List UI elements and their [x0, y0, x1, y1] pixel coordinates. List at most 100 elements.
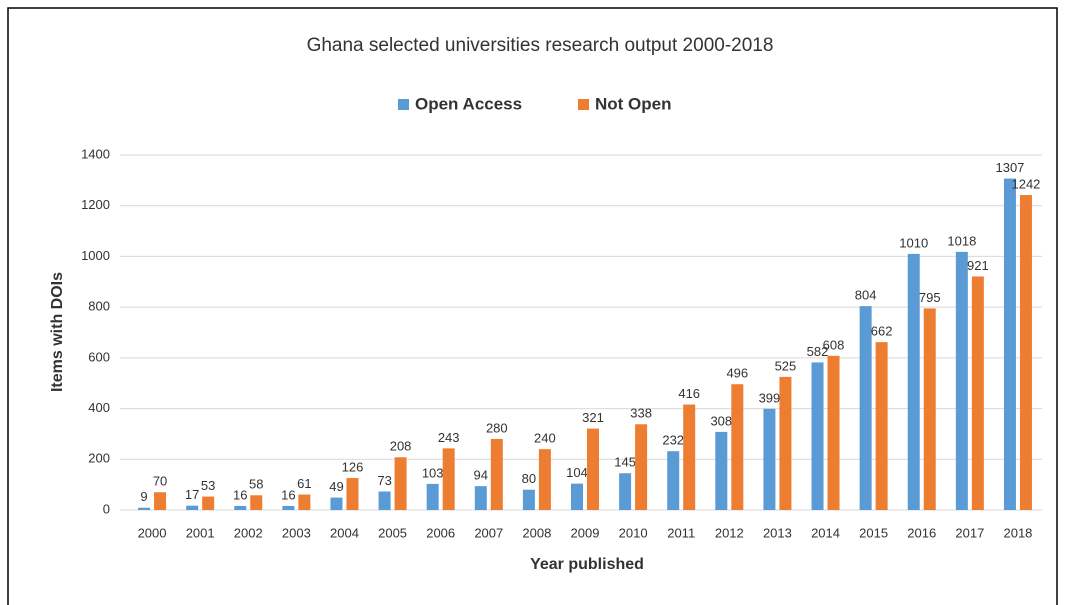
data-label: 240	[534, 431, 556, 446]
data-label: 243	[438, 430, 460, 445]
data-label: 73	[377, 473, 391, 488]
x-tick-label: 2008	[522, 525, 551, 540]
data-label: 53	[201, 478, 215, 493]
bar	[330, 497, 343, 510]
y-axis-label: Items with DOIs	[49, 272, 66, 392]
bar	[282, 505, 295, 510]
bar	[538, 449, 551, 510]
bar	[779, 376, 792, 510]
bar	[1019, 195, 1032, 511]
data-label: 338	[630, 406, 652, 421]
bar	[811, 362, 824, 510]
data-label: 70	[153, 474, 167, 489]
bar	[442, 448, 455, 510]
data-label: 921	[967, 258, 989, 273]
y-tick-label: 800	[88, 299, 110, 314]
x-tick-label: 2012	[715, 525, 744, 540]
bar	[715, 431, 728, 510]
bar	[971, 276, 984, 510]
bar	[522, 489, 535, 510]
data-label: 608	[823, 337, 845, 352]
x-tick-label: 2009	[571, 525, 600, 540]
x-tick-label: 2000	[138, 525, 167, 540]
y-tick-label: 200	[88, 451, 110, 466]
data-label: 208	[390, 439, 412, 454]
data-label: 80	[522, 471, 536, 486]
legend-swatch	[578, 99, 589, 110]
y-tick-label: 1200	[81, 197, 110, 212]
bar	[571, 483, 583, 510]
y-tick-label: 400	[88, 400, 110, 415]
bar	[186, 505, 199, 510]
bar	[827, 355, 840, 510]
data-label: 232	[662, 433, 684, 448]
data-label: 1242	[1011, 177, 1040, 192]
data-label: 1010	[899, 235, 928, 250]
bar	[250, 495, 263, 510]
data-label: 49	[329, 479, 343, 494]
bar	[202, 496, 215, 510]
bar	[474, 486, 487, 510]
x-tick-label: 2017	[955, 525, 984, 540]
x-tick-label: 2003	[282, 525, 311, 540]
x-tick-label: 2006	[426, 525, 455, 540]
legend-swatch	[398, 99, 409, 110]
data-label: 16	[281, 487, 295, 502]
data-label: 17	[185, 487, 199, 502]
bar	[298, 494, 311, 510]
data-label: 104	[566, 465, 588, 480]
data-label: 582	[807, 344, 829, 359]
data-label: 399	[759, 390, 781, 405]
y-tick-label: 0	[103, 501, 110, 516]
x-tick-label: 2016	[907, 525, 936, 540]
bar	[683, 404, 696, 510]
data-label: 795	[919, 290, 941, 305]
bar	[635, 424, 648, 510]
data-label: 308	[710, 413, 732, 428]
data-label: 1307	[995, 160, 1024, 175]
bar	[490, 439, 503, 510]
bar	[875, 342, 888, 510]
x-tick-label: 2018	[1003, 525, 1032, 540]
x-tick-label: 2002	[234, 525, 263, 540]
data-label: 126	[342, 459, 364, 474]
data-label: 525	[775, 358, 797, 373]
bar	[394, 457, 407, 510]
data-label: 804	[855, 288, 877, 303]
x-tick-label: 2004	[330, 525, 359, 540]
x-tick-label: 2010	[619, 525, 648, 540]
bar	[619, 473, 632, 510]
bar	[907, 253, 920, 510]
y-tick-label: 600	[88, 349, 110, 364]
data-label: 58	[249, 477, 263, 492]
y-tick-label: 1000	[81, 248, 110, 263]
bar	[731, 384, 744, 510]
x-axis-label: Year published	[530, 556, 644, 573]
data-label: 61	[297, 476, 311, 491]
data-label: 280	[486, 420, 508, 435]
x-tick-label: 2011	[667, 525, 695, 540]
data-label: 496	[726, 366, 748, 381]
legend-label: Open Access	[415, 94, 522, 113]
data-label: 662	[871, 324, 893, 339]
bar	[859, 306, 872, 510]
data-label: 94	[474, 468, 488, 483]
data-label: 321	[582, 410, 604, 425]
data-label: 145	[614, 455, 636, 470]
bar	[234, 505, 247, 510]
x-tick-label: 2005	[378, 525, 407, 540]
bar	[923, 308, 936, 510]
bar	[378, 491, 391, 510]
data-label: 1018	[947, 233, 976, 248]
bar	[426, 483, 439, 510]
data-label: 103	[422, 465, 444, 480]
bar	[763, 408, 776, 510]
bar	[138, 507, 151, 510]
data-label: 9	[140, 489, 147, 504]
y-tick-label: 1400	[81, 146, 110, 161]
bar	[1003, 178, 1016, 510]
bar	[154, 492, 167, 510]
chart-title: Ghana selected universities research out…	[307, 35, 774, 56]
